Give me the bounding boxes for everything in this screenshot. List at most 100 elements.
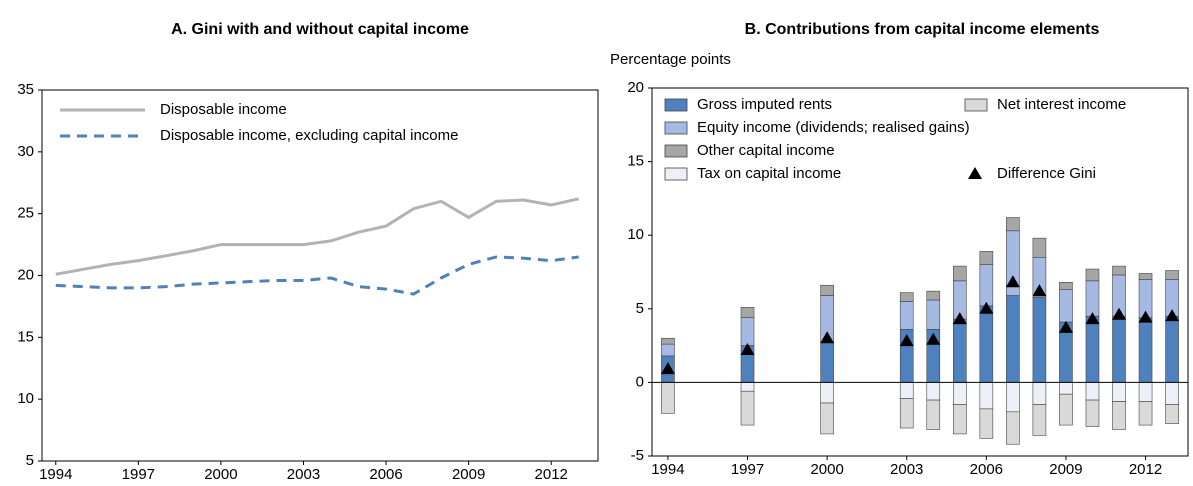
marker <box>1165 309 1180 322</box>
bar-segment <box>1006 217 1020 232</box>
bar-segment <box>953 318 967 383</box>
legend-label: Other capital income <box>697 142 835 159</box>
bar-segment <box>1032 404 1047 436</box>
y-tick-label: 35 <box>17 81 34 98</box>
legend-swatch <box>968 167 982 179</box>
marker <box>740 343 755 356</box>
y-tick-label: 20 <box>17 266 34 283</box>
y-tick-label: 0 <box>636 373 644 390</box>
x-tick-label: 2009 <box>1049 461 1082 478</box>
bar-segment <box>1138 401 1153 426</box>
bar-segment <box>1138 382 1153 402</box>
bar-segment <box>926 299 941 330</box>
bar-segment <box>820 284 834 296</box>
marker <box>979 301 994 314</box>
bar-segment <box>1138 273 1153 280</box>
bar-segment <box>926 382 941 401</box>
legend-swatch <box>664 144 688 158</box>
x-tick-label: 2000 <box>204 466 237 483</box>
bar-segment <box>1165 315 1179 383</box>
bar-segment <box>661 337 675 345</box>
bar-segment <box>926 290 941 301</box>
legend-label: Equity income (dividends; realised gains… <box>697 119 970 136</box>
marker <box>926 332 941 345</box>
y-tick-label: 30 <box>17 143 34 160</box>
marker <box>899 334 914 347</box>
bar-segment <box>1059 282 1073 290</box>
bar-segment <box>1032 296 1047 383</box>
plot-frame <box>41 89 599 462</box>
bar-segment <box>953 404 967 435</box>
y-tick-label: 10 <box>627 226 644 243</box>
bar-segment <box>1085 315 1100 383</box>
bar-segment <box>1032 382 1047 405</box>
bar-segment <box>1085 399 1100 427</box>
x-tick-label: 2006 <box>369 466 402 483</box>
bar-segment <box>820 402 834 435</box>
y-axis-label: Percentage points <box>610 51 731 68</box>
bar-segment <box>1112 315 1126 383</box>
bar-segment <box>1032 237 1047 258</box>
legend-label: Difference Gini <box>997 165 1096 182</box>
bar-segment <box>1165 270 1179 280</box>
bar-segment <box>1085 268 1100 282</box>
bar-segment <box>1085 280 1100 317</box>
bar-segment <box>1085 382 1100 401</box>
x-tick-label: 1997 <box>731 461 764 478</box>
y-tick-label: 10 <box>17 390 34 407</box>
bar-segment <box>1059 289 1073 323</box>
bar-segment <box>661 382 675 414</box>
y-tick-label: 5 <box>636 300 644 317</box>
bar-segment <box>979 382 994 410</box>
legend-label: Net interest income <box>997 96 1126 113</box>
bar-segment <box>979 408 994 439</box>
bar-segment <box>1165 382 1179 405</box>
x-tick-label: 2006 <box>970 461 1003 478</box>
marker <box>1138 310 1153 323</box>
bar-segment <box>1006 411 1020 445</box>
x-tick-label: 2009 <box>452 466 485 483</box>
bar-segment <box>661 343 675 357</box>
marker <box>1112 307 1127 320</box>
marker <box>660 362 675 375</box>
bar-segment <box>1112 401 1126 430</box>
chart-title: B. Contributions from capital income ele… <box>745 21 1100 38</box>
bar-segment <box>740 317 755 346</box>
legend-swatch <box>964 98 988 112</box>
bar-segment <box>740 382 755 392</box>
bar-segment <box>1059 393 1073 426</box>
bar-segment <box>1112 382 1126 402</box>
bar-segment <box>926 399 941 430</box>
legend-swatch <box>664 167 688 181</box>
x-tick-label: 2000 <box>810 461 843 478</box>
bar-segment <box>740 390 755 426</box>
bar-segment <box>740 307 755 318</box>
line <box>55 255 579 296</box>
bar-segment <box>899 398 914 429</box>
marker <box>1032 284 1047 297</box>
y-tick-label: 15 <box>627 153 644 170</box>
y-tick-label: 20 <box>627 79 644 96</box>
bar-segment <box>1138 317 1153 383</box>
bar-segment <box>820 382 834 404</box>
bar-segment <box>1059 382 1073 395</box>
x-tick-label: 1994 <box>39 466 72 483</box>
marker <box>1005 275 1020 288</box>
y-tick-label: -5 <box>631 447 644 464</box>
x-tick-label: 2012 <box>535 466 568 483</box>
x-tick-label: 1997 <box>122 466 155 483</box>
marker <box>1085 312 1100 325</box>
bar-segment <box>899 382 914 399</box>
bar-segment <box>1006 382 1020 413</box>
legend-label: Gross imputed rents <box>697 96 832 113</box>
x-tick-label: 1994 <box>651 461 684 478</box>
bar-segment <box>953 265 967 282</box>
bar-segment <box>953 382 967 405</box>
bar-segment <box>1006 295 1020 383</box>
y-tick-label: 25 <box>17 205 34 222</box>
x-tick-label: 2012 <box>1129 461 1162 478</box>
bar-segment <box>1112 265 1126 276</box>
legend-swatch <box>664 121 688 135</box>
legend-label: Disposable income <box>160 101 287 118</box>
